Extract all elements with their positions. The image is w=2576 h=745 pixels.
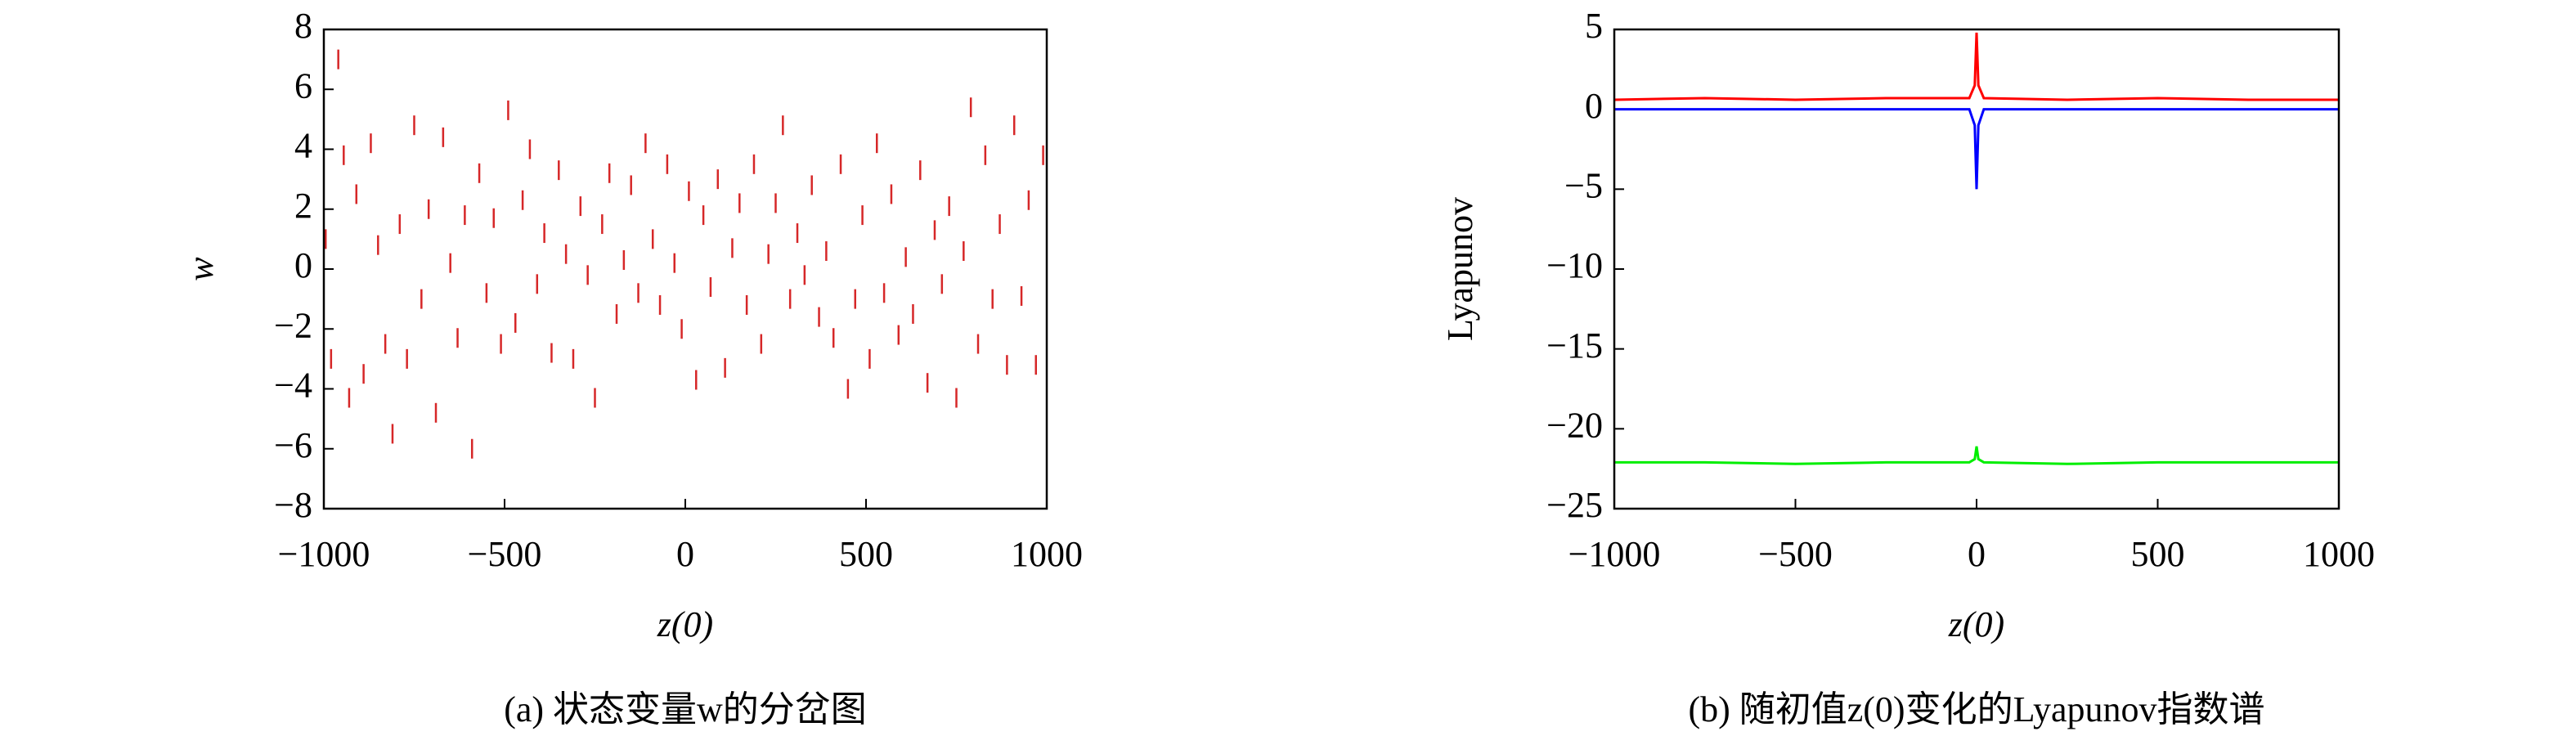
y-tick-label: −6	[274, 425, 312, 465]
y-tick-label: 5	[1585, 6, 1603, 46]
y-tick-label: −8	[274, 485, 312, 525]
y-tick-label: 8	[294, 6, 312, 46]
y-tick-label: −15	[1546, 325, 1603, 366]
x-tick-label: −500	[468, 534, 542, 574]
x-axis-label: z(0)	[657, 604, 713, 644]
series-line	[1613, 32, 2339, 101]
y-tick-label: −10	[1546, 245, 1603, 285]
plot-frame	[322, 28, 1048, 510]
x-tick-label: 1000	[2303, 534, 2375, 574]
y-axis-label: Lyapunov	[1440, 197, 1480, 341]
caption: (a) 状态变量w的分岔图	[504, 689, 867, 729]
y-tick-label: −5	[1564, 165, 1603, 205]
y-tick-label: −2	[274, 305, 312, 345]
caption: (b) 随初值z(0)变化的Lyapunov指数谱	[1688, 689, 2264, 729]
x-tick-label: 0	[1968, 534, 1986, 574]
y-tick-label: −4	[274, 366, 312, 406]
x-tick-label: 500	[2131, 534, 2185, 574]
x-tick-label: −500	[1758, 534, 1833, 574]
x-tick-label: 500	[839, 534, 893, 574]
x-axis-label: z(0)	[1948, 604, 2004, 644]
y-tick-label: −20	[1546, 405, 1603, 445]
x-tick-label: −1000	[278, 534, 370, 574]
y-tick-label: 0	[294, 245, 312, 285]
plot-frame	[1613, 28, 2340, 510]
y-tick-label: 2	[294, 186, 312, 226]
x-tick-label: 0	[676, 534, 694, 574]
y-tick-label: 4	[294, 126, 312, 166]
y-tick-label: 6	[294, 65, 312, 105]
y-axis-label: w	[181, 257, 221, 281]
x-tick-label: 1000	[1011, 534, 1083, 574]
series-line	[1614, 108, 2339, 190]
y-tick-label: 0	[1585, 86, 1603, 126]
series-line	[1614, 446, 2339, 465]
x-tick-label: −1000	[1568, 534, 1661, 574]
y-tick-label: −25	[1546, 485, 1603, 525]
